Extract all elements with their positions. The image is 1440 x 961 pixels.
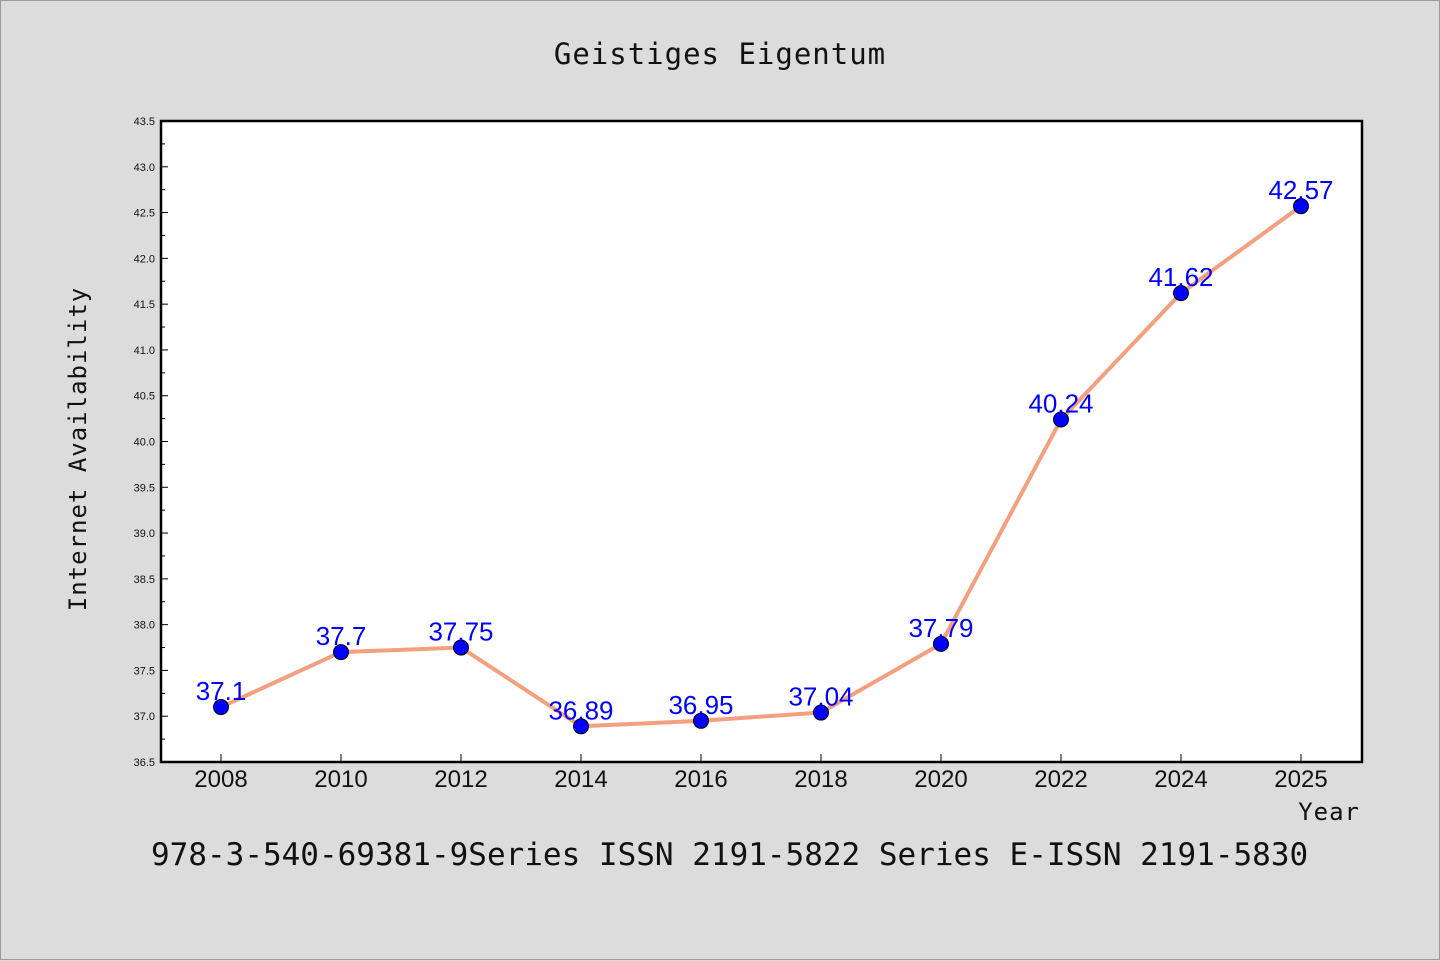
plot-area	[159, 119, 1364, 764]
y-tick-label: 42.0	[134, 253, 155, 265]
data-label: 37.79	[908, 613, 973, 643]
data-point	[933, 635, 949, 652]
x-axis-title: Year	[1298, 798, 1360, 826]
data-label: 40.24	[1028, 389, 1093, 419]
data-label: 36.95	[668, 690, 733, 720]
y-tick-label: 41.5	[134, 299, 155, 311]
x-tick-label: 2018	[794, 766, 847, 793]
data-label: 37.04	[788, 682, 853, 712]
y-tick-label: 37.5	[134, 665, 155, 677]
data-label: 42.57	[1268, 175, 1333, 205]
y-axis: 36.5 37.0 37.5 38.0 38.5 39.0 39.5 40.0 40.5 41.0…	[134, 116, 168, 769]
data-label: 41.62	[1148, 262, 1213, 292]
x-tick-label: 2020	[914, 766, 967, 793]
data-point	[573, 718, 589, 735]
data-label: 37.7	[316, 621, 367, 651]
y-axis-title: Internet Availability	[64, 287, 92, 611]
data-label: 37.75	[428, 617, 493, 647]
chart-title: Geistiges Eigentum	[554, 37, 886, 71]
x-tick-label: 2025	[1274, 766, 1327, 793]
y-tick-label: 40.5	[134, 391, 155, 403]
data-label: 36.89	[548, 695, 613, 725]
data-point	[813, 704, 829, 721]
x-tick-label: 2014	[554, 766, 607, 793]
y-tick-label: 41.0	[134, 345, 155, 357]
y-tick-label: 37.0	[134, 711, 155, 723]
data-point	[333, 644, 349, 661]
data-label: 37.1	[196, 676, 247, 706]
y-tick-label: 43.0	[134, 162, 155, 174]
y-tick-label: 40.0	[134, 437, 155, 449]
data-point	[693, 712, 709, 729]
x-tick-label: 2016	[674, 766, 727, 793]
data-labels: 37.1 37.7 37.75 36.89 36.95 37.04 37.79 40.24 41…	[196, 175, 1334, 725]
data-point	[453, 639, 469, 656]
footer-isbn-issn: 978-3-540-69381-9Series ISSN 2191-5822 S…	[151, 837, 1308, 873]
data-point	[213, 699, 229, 716]
y-tick-label: 43.5	[134, 116, 155, 128]
x-tick-label: 2022	[1034, 766, 1087, 793]
data-point	[1053, 411, 1069, 428]
x-axis: 2008 2010 2012 2014 2016 2018 2020 2022 2024 2025	[194, 754, 1328, 793]
y-tick-label: 38.0	[134, 620, 155, 632]
series-line	[219, 204, 1303, 729]
y-tick-label: 39.0	[134, 528, 155, 540]
x-tick-label: 2024	[1154, 766, 1207, 793]
data-point	[1293, 198, 1309, 215]
x-tick-label: 2012	[434, 766, 487, 793]
y-tick-label: 38.5	[134, 574, 155, 586]
x-tick-label: 2010	[314, 766, 367, 793]
y-tick-label: 36.5	[134, 757, 155, 769]
x-tick-label: 2008	[194, 766, 247, 793]
y-tick-label: 42.5	[134, 208, 155, 220]
data-point	[1173, 285, 1189, 302]
series-layer	[213, 198, 1309, 735]
y-tick-label: 39.5	[134, 482, 155, 494]
